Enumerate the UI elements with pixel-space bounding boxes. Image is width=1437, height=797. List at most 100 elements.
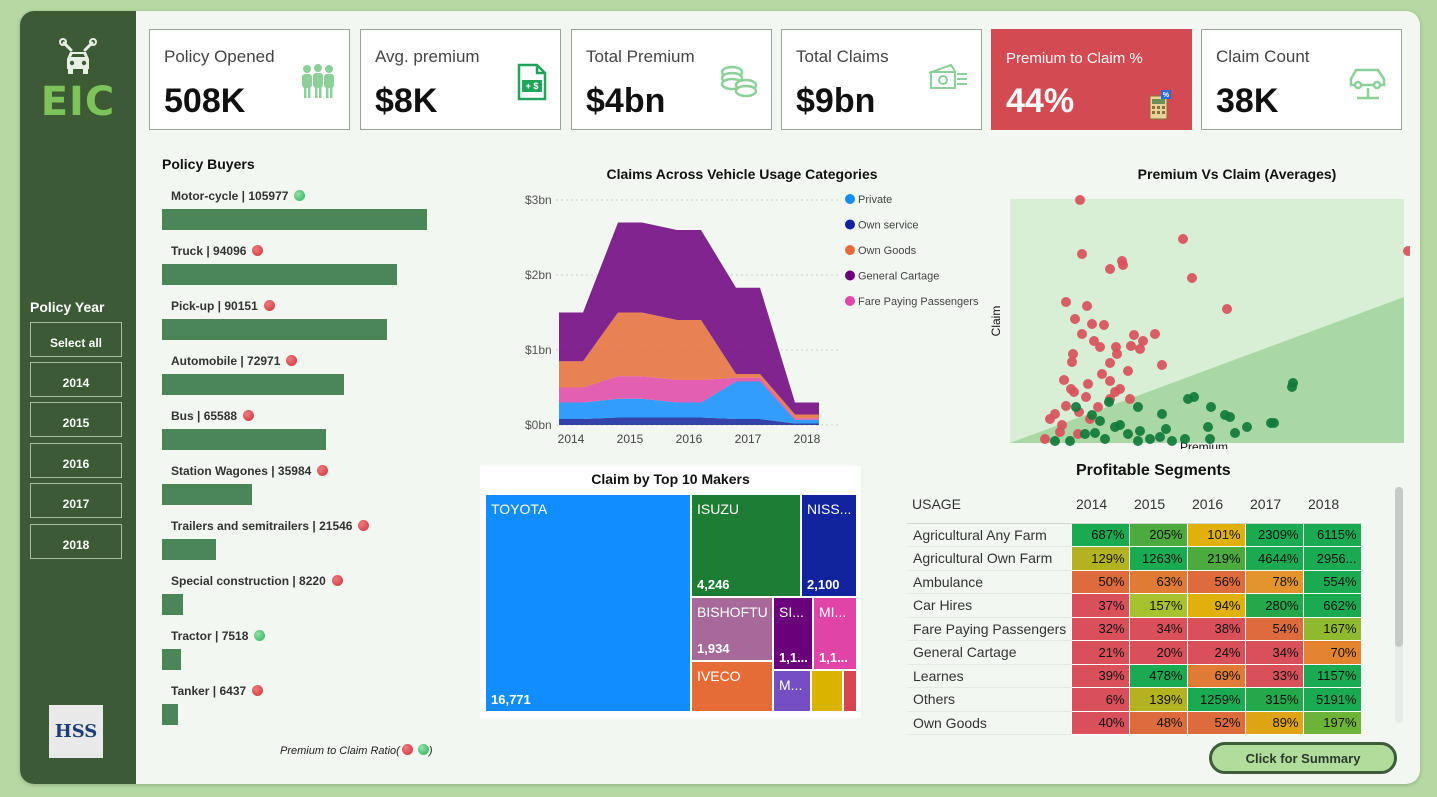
scatter-point-loss[interactable] [1105, 264, 1115, 274]
legend-label[interactable]: Own Goods [858, 245, 917, 257]
scatter-point-profit[interactable] [1157, 409, 1167, 419]
scatter-point-profit[interactable] [1104, 397, 1114, 407]
scatter-point-loss[interactable] [1187, 273, 1197, 283]
scatter-point-loss[interactable] [1157, 360, 1167, 370]
treemap-cell[interactable]: NISS... 2,100 [801, 494, 857, 597]
column-header[interactable]: USAGE [907, 485, 1071, 524]
scatter-point-profit[interactable] [1123, 429, 1133, 439]
scatter-point-profit[interactable] [1115, 420, 1125, 430]
scatter-point-profit[interactable] [1205, 434, 1215, 444]
legend-label[interactable]: General Cartage [858, 271, 939, 283]
legend-label[interactable]: Private [858, 194, 892, 206]
scatter-point-profit[interactable] [1266, 418, 1276, 428]
scatter-point-loss[interactable] [1115, 384, 1125, 394]
slicer-2017[interactable]: 2017 [30, 483, 122, 518]
scatter-point-profit[interactable] [1189, 392, 1199, 402]
scatter-point-profit[interactable] [1095, 416, 1105, 426]
buyer-bar[interactable] [162, 209, 427, 230]
scatter-point-loss[interactable] [1222, 304, 1232, 314]
scatter-point-profit[interactable] [1167, 436, 1177, 446]
column-header[interactable]: 2015 [1129, 485, 1187, 524]
scatter-point-loss[interactable] [1123, 366, 1133, 376]
buyer-bar[interactable] [162, 264, 397, 285]
scatter-point-profit[interactable] [1287, 382, 1297, 392]
scroll-thumb[interactable] [1395, 487, 1403, 647]
treemap-cell[interactable] [843, 670, 857, 712]
scatter-point-loss[interactable] [1068, 349, 1078, 359]
scatter-point-loss[interactable] [1061, 401, 1071, 411]
buyer-bar[interactable] [162, 429, 326, 450]
legend-label[interactable]: Fare Paying Passengers [858, 296, 979, 308]
scatter-point-loss[interactable] [1070, 314, 1080, 324]
buyer-bar[interactable] [162, 649, 181, 670]
scatter-point-loss[interactable] [1077, 249, 1087, 259]
scatter-point-profit[interactable] [1087, 410, 1097, 420]
scatter-point-loss[interactable] [1403, 246, 1410, 256]
scatter-point-profit[interactable] [1220, 410, 1230, 420]
treemap-cell[interactable]: IVECO [691, 661, 773, 712]
area-series-2[interactable] [559, 312, 819, 419]
scatter-point-loss[interactable] [1075, 195, 1085, 205]
buyer-bar[interactable] [162, 484, 252, 505]
scatter-point-profit[interactable] [1161, 424, 1171, 434]
buyer-bar[interactable] [162, 704, 178, 725]
scatter-point-loss[interactable] [1105, 358, 1115, 368]
treemap-cell[interactable]: SI... 1,1... [773, 597, 813, 670]
buyer-bar[interactable] [162, 374, 344, 395]
scatter-point-profit[interactable] [1065, 436, 1075, 446]
scatter-point-loss[interactable] [1135, 344, 1145, 354]
scatter-point-profit[interactable] [1242, 422, 1252, 432]
table-scrollbar[interactable] [1395, 487, 1403, 723]
scatter-point-profit[interactable] [1080, 429, 1090, 439]
scatter-point-profit[interactable] [1145, 434, 1155, 444]
scatter-point-loss[interactable] [1093, 402, 1103, 412]
treemap-cell[interactable]: ISUZU 4,246 [691, 494, 801, 597]
area-series-1[interactable] [559, 417, 819, 426]
column-header[interactable]: 2018 [1303, 485, 1361, 524]
slicer-select-all[interactable]: Select all [30, 322, 122, 357]
legend-label[interactable]: Own service [858, 220, 919, 232]
treemap-cell[interactable]: BISHOFTU 1,934 [691, 597, 773, 661]
buyer-bar[interactable] [162, 319, 387, 340]
buyer-bar[interactable] [162, 594, 183, 615]
scatter-point-loss[interactable] [1082, 301, 1092, 311]
scatter-point-profit[interactable] [1133, 402, 1143, 412]
column-header[interactable]: 2014 [1071, 485, 1129, 524]
scatter-point-loss[interactable] [1059, 375, 1069, 385]
treemap-cell[interactable]: TOYOTA 16,771 [485, 494, 691, 712]
slicer-2016[interactable]: 2016 [30, 443, 122, 478]
treemap-cell[interactable]: MI... 1,1... [813, 597, 857, 670]
scatter-point-loss[interactable] [1105, 376, 1115, 386]
scatter-point-profit[interactable] [1100, 434, 1110, 444]
scatter-point-loss[interactable] [1061, 297, 1071, 307]
scatter-point-loss[interactable] [1073, 429, 1083, 439]
area-series-4[interactable] [559, 376, 819, 420]
treemap-cell[interactable]: M... [773, 670, 811, 712]
scatter-point-loss[interactable] [1081, 392, 1091, 402]
scatter-point-loss[interactable] [1087, 319, 1097, 329]
scatter-point-loss[interactable] [1112, 349, 1122, 359]
scatter-point-loss[interactable] [1083, 379, 1093, 389]
treemap-cell[interactable] [811, 670, 843, 712]
scatter-point-loss[interactable] [1125, 394, 1135, 404]
scatter-point-loss[interactable] [1126, 341, 1136, 351]
scatter-point-loss[interactable] [1050, 409, 1060, 419]
scatter-point-profit[interactable] [1206, 402, 1216, 412]
scatter-point-profit[interactable] [1135, 426, 1145, 436]
scatter-point-loss[interactable] [1129, 330, 1139, 340]
scatter-point-loss[interactable] [1118, 260, 1128, 270]
scatter-point-profit[interactable] [1050, 436, 1060, 446]
area-series-3[interactable] [559, 222, 819, 415]
scatter-point-loss[interactable] [1040, 434, 1050, 444]
scatter-point-loss[interactable] [1089, 336, 1099, 346]
scatter-point-loss[interactable] [1097, 369, 1107, 379]
scatter-point-loss[interactable] [1067, 357, 1077, 367]
scatter-point-loss[interactable] [1055, 427, 1065, 437]
scatter-point-loss[interactable] [1178, 234, 1188, 244]
column-header[interactable]: 2016 [1187, 485, 1245, 524]
scatter-point-profit[interactable] [1133, 436, 1143, 446]
scatter-point-profit[interactable] [1230, 428, 1240, 438]
scatter-point-loss[interactable] [1138, 336, 1148, 346]
column-header[interactable]: 2017 [1245, 485, 1303, 524]
scatter-point-profit[interactable] [1180, 434, 1190, 444]
